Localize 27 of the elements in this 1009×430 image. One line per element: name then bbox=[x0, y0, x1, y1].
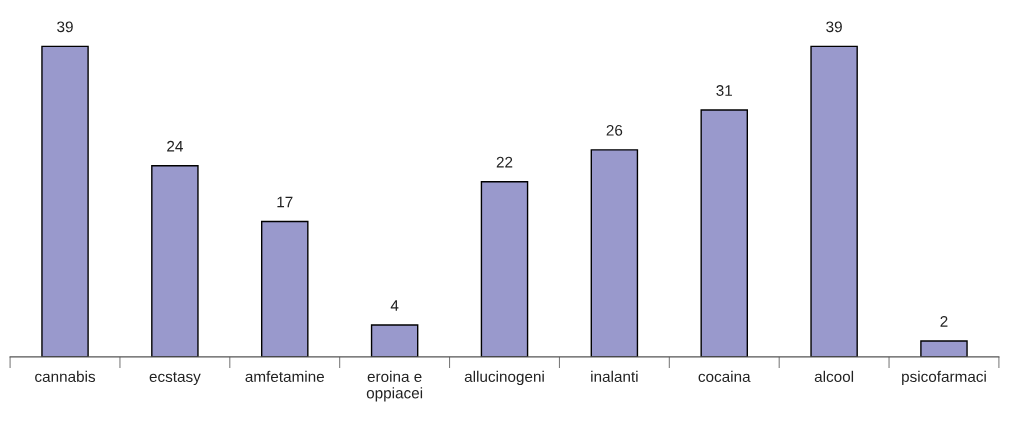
bar bbox=[590, 149, 639, 357]
data-label: 39 bbox=[826, 21, 842, 33]
data-label: 2 bbox=[940, 316, 948, 327]
x-tick-label: psicofarmaci bbox=[902, 370, 986, 386]
bar bbox=[480, 181, 529, 357]
x-tick-label: cocaina bbox=[698, 370, 751, 383]
bar bbox=[151, 165, 199, 357]
bar bbox=[920, 340, 968, 357]
data-label: 24 bbox=[167, 140, 183, 152]
data-label: 31 bbox=[716, 85, 732, 96]
x-tick-label: amfetamine bbox=[245, 370, 324, 383]
x-tick-label: alcool bbox=[814, 370, 854, 383]
data-label: 26 bbox=[606, 124, 623, 136]
bar bbox=[370, 324, 419, 357]
x-tick-label: allucinogeni bbox=[464, 370, 544, 386]
x-tick-label: ecstasy bbox=[149, 371, 201, 386]
bar bbox=[810, 45, 858, 357]
x-tick-label: inalanti bbox=[591, 370, 638, 383]
bar bbox=[41, 45, 89, 357]
data-label: 22 bbox=[496, 156, 513, 168]
x-tick-label: eroina e oppiacei bbox=[366, 370, 423, 402]
data-label: 4 bbox=[390, 300, 399, 311]
data-label: 39 bbox=[57, 21, 73, 33]
x-tick-label: cannabis bbox=[35, 370, 96, 383]
bar bbox=[700, 109, 749, 357]
data-label: 17 bbox=[277, 196, 293, 208]
bar bbox=[260, 220, 309, 357]
